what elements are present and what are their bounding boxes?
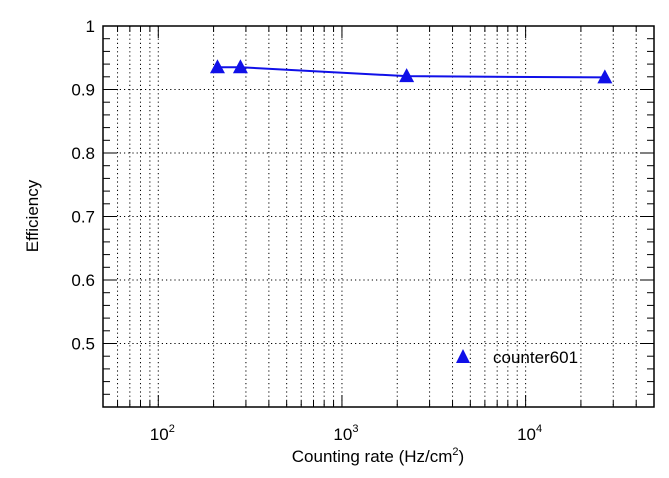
x-tick-label-base: 10 bbox=[150, 425, 169, 444]
y-tick-label: 0.7 bbox=[71, 208, 95, 227]
legend-label: counter601 bbox=[493, 348, 578, 367]
x-tick-label: 103 bbox=[333, 423, 358, 444]
y-tick-label: 1 bbox=[86, 17, 95, 36]
x-tick-label-base: 10 bbox=[517, 425, 536, 444]
x-tick-label-base: 10 bbox=[333, 425, 352, 444]
x-axis-label-main: Counting rate (Hz/cm bbox=[292, 447, 453, 466]
axis-ticks bbox=[102, 25, 655, 408]
x-tick-label-exponent: 4 bbox=[536, 423, 542, 435]
series-layer bbox=[209, 59, 613, 84]
data-point-marker bbox=[399, 68, 415, 83]
y-tick-label: 0.9 bbox=[71, 81, 95, 100]
legend: counter601 bbox=[456, 348, 578, 367]
legend-marker-icon bbox=[456, 349, 470, 363]
data-point-marker bbox=[597, 69, 613, 84]
x-axis-label-sup: 2 bbox=[452, 446, 458, 458]
series-line bbox=[217, 66, 605, 79]
x-axis-label: Counting rate (Hz/cm2) bbox=[292, 446, 464, 466]
y-axis-label: Efficiency bbox=[23, 179, 42, 252]
data-point-marker bbox=[209, 59, 225, 74]
y-tick-label: 0.6 bbox=[71, 271, 95, 290]
x-tick-label-exponent: 3 bbox=[352, 423, 358, 435]
x-tick-labels: 102 103 104 bbox=[150, 423, 542, 444]
y-tick-label: 0.5 bbox=[71, 335, 95, 354]
x-axis-label-end: ) bbox=[459, 447, 465, 466]
y-tick-label: 0.8 bbox=[71, 144, 95, 163]
x-tick-label: 104 bbox=[517, 423, 542, 444]
x-tick-label: 102 bbox=[150, 423, 175, 444]
y-tick-labels: 0.5 0.6 0.7 0.8 0.9 1 bbox=[71, 17, 95, 354]
data-point-marker bbox=[232, 59, 248, 74]
x-tick-label-exponent: 2 bbox=[169, 423, 175, 435]
